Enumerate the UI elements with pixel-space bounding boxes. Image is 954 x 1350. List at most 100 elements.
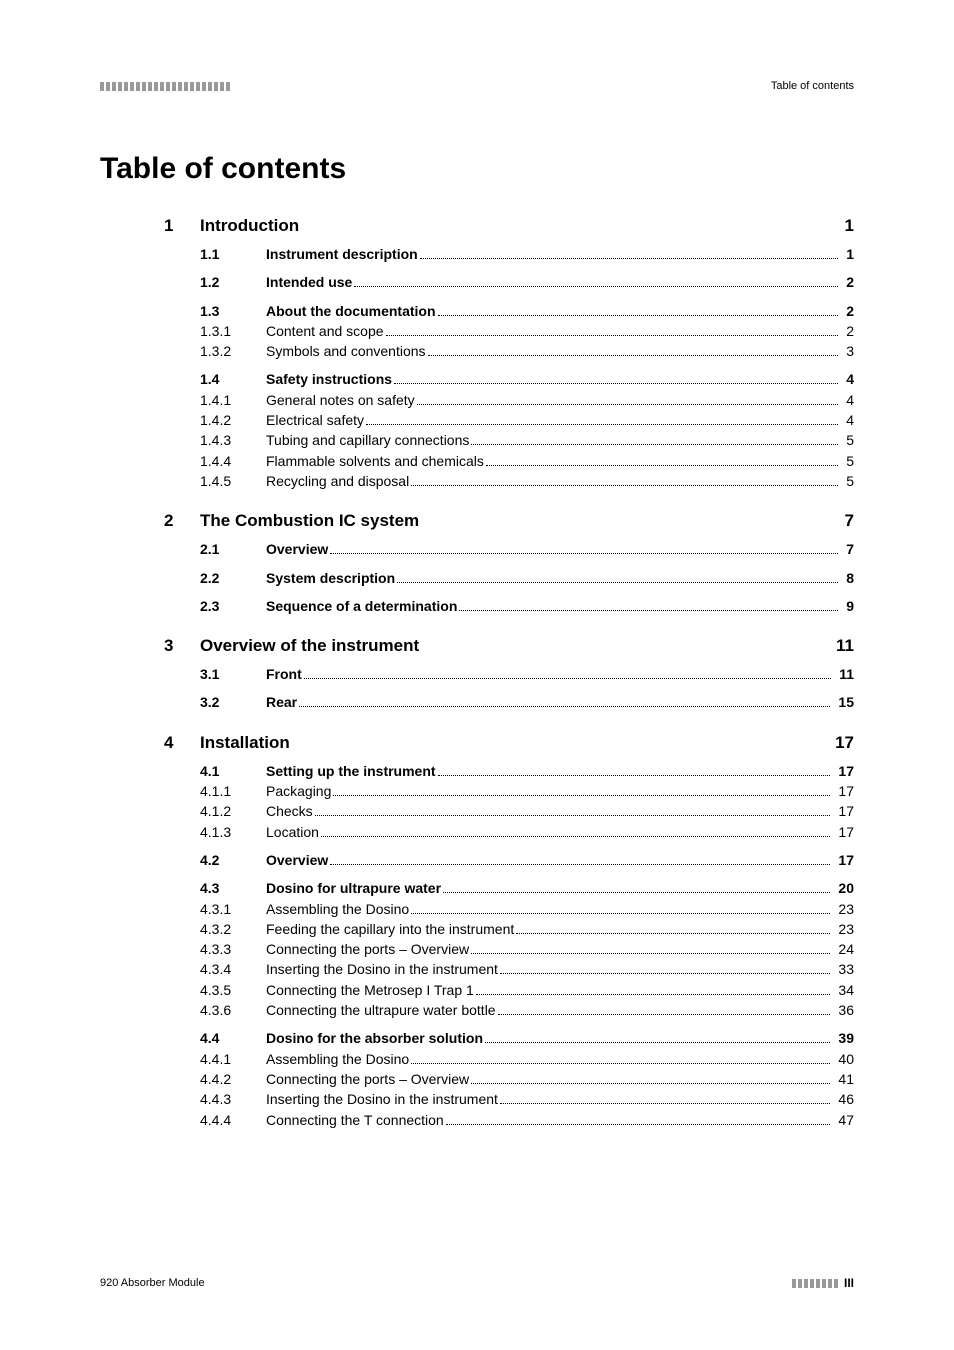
toc-entry[interactable]: 2.3Sequence of a determination9 — [200, 596, 854, 616]
toc-chapter-number: 2 — [164, 511, 200, 531]
toc-entry-page: 17 — [834, 822, 854, 842]
toc-entry-number: 4.4.1 — [200, 1049, 266, 1069]
toc-entry[interactable]: 4.1.3Location17 — [200, 822, 854, 842]
toc-entry-label: Content and scope — [266, 321, 384, 341]
toc-entry[interactable]: 1.4.1General notes on safety4 — [200, 390, 854, 410]
toc-entry-label: Connecting the ports – Overview — [266, 1069, 469, 1089]
toc-entry-page: 20 — [834, 878, 854, 898]
toc-entry[interactable]: 4.3.6Connecting the ultrapure water bott… — [200, 1000, 854, 1020]
toc-entry[interactable]: 1.4.5Recycling and disposal5 — [200, 471, 854, 491]
toc-entry-number: 4.3.6 — [200, 1000, 266, 1020]
toc-entry-label: Feeding the capillary into the instrumen… — [266, 919, 514, 939]
toc-entry-page: 2 — [842, 321, 854, 341]
toc-entry[interactable]: 4.3.4Inserting the Dosino in the instrum… — [200, 959, 854, 979]
toc-entry-page: 40 — [834, 1049, 854, 1069]
toc-entry-number: 2.2 — [200, 568, 266, 588]
toc-dot-leader — [394, 383, 838, 384]
toc-entry[interactable]: 4.1.2Checks17 — [200, 801, 854, 821]
toc-entry[interactable]: 2.2System description8 — [200, 568, 854, 588]
toc-entry-number: 4.4.3 — [200, 1089, 266, 1109]
toc-entry-label: Sequence of a determination — [266, 596, 457, 616]
toc-entry-number: 2.3 — [200, 596, 266, 616]
toc-dot-leader — [471, 953, 830, 954]
toc-dot-leader — [330, 864, 830, 865]
toc-entry[interactable]: 4.3.2Feeding the capillary into the inst… — [200, 919, 854, 939]
toc-dot-leader — [443, 892, 830, 893]
toc-group: 2.1Overview7 — [200, 539, 854, 559]
toc-entry[interactable]: 1.2Intended use2 — [200, 272, 854, 292]
toc-entry-page: 17 — [834, 761, 854, 781]
toc-chapter-page: 1 — [833, 216, 854, 236]
toc-entry-page: 34 — [834, 980, 854, 1000]
toc-dot-leader — [386, 335, 839, 336]
toc-entry[interactable]: 4.3.1Assembling the Dosino23 — [200, 899, 854, 919]
toc-entry-number: 4.1.2 — [200, 801, 266, 821]
toc-dot-leader — [299, 706, 830, 707]
toc-entry[interactable]: 4.3Dosino for ultrapure water20 — [200, 878, 854, 898]
toc-entry[interactable]: 3.2Rear15 — [200, 692, 854, 712]
toc-entry[interactable]: 2.1Overview7 — [200, 539, 854, 559]
toc-entry[interactable]: 4.4.1Assembling the Dosino 40 — [200, 1049, 854, 1069]
toc-entry[interactable]: 4.4Dosino for the absorber solution39 — [200, 1028, 854, 1048]
toc-entry-number: 4.4 — [200, 1028, 266, 1048]
toc-entry-label: Inserting the Dosino in the instrument — [266, 1089, 498, 1109]
toc-entry-number: 1.3.1 — [200, 321, 266, 341]
header-decoration-blocks — [100, 82, 230, 91]
toc-entry[interactable]: 1.4.4Flammable solvents and chemicals5 — [200, 451, 854, 471]
toc-entry-label: Rear — [266, 692, 297, 712]
toc-entry-number: 4.3.3 — [200, 939, 266, 959]
toc-entry-page: 4 — [842, 369, 854, 389]
toc-entry[interactable]: 1.4.2Electrical safety4 — [200, 410, 854, 430]
toc-entry[interactable]: 4.1Setting up the instrument17 — [200, 761, 854, 781]
toc-entry[interactable]: 4.2Overview17 — [200, 850, 854, 870]
toc-entry[interactable]: 1.4.3Tubing and capillary connections5 — [200, 430, 854, 450]
toc-entry-number: 3.1 — [200, 664, 266, 684]
toc-dot-leader — [420, 258, 839, 259]
toc-entry[interactable]: 1.3.2Symbols and conventions3 — [200, 341, 854, 361]
toc-entry-label: Instrument description — [266, 244, 418, 264]
toc-chapter-title: Introduction — [200, 216, 299, 236]
toc-chapter: 3Overview of the instrument11 — [200, 636, 854, 656]
toc-entry-number: 1.4.1 — [200, 390, 266, 410]
toc-dot-leader — [500, 973, 831, 974]
toc-chapter-heading[interactable]: 1Introduction1 — [200, 216, 854, 236]
toc-entry-page: 47 — [834, 1110, 854, 1130]
toc-entry-page: 7 — [842, 539, 854, 559]
toc-entry[interactable]: 4.4.3Inserting the Dosino in the instrum… — [200, 1089, 854, 1109]
toc-entry[interactable]: 4.4.2Connecting the ports – Overview41 — [200, 1069, 854, 1089]
toc-group: 1.3About the documentation21.3.1Content … — [200, 301, 854, 362]
toc-entry-label: Connecting the Metrosep I Trap 1 — [266, 980, 474, 1000]
toc-entry-label: Dosino for ultrapure water — [266, 878, 441, 898]
toc-entry[interactable]: 4.1.1Packaging17 — [200, 781, 854, 801]
toc-entry-page: 11 — [835, 664, 854, 684]
toc-entry-page: 33 — [834, 959, 854, 979]
toc-group: 1.1Instrument description1 — [200, 244, 854, 264]
toc-entry[interactable]: 1.1Instrument description1 — [200, 244, 854, 264]
toc-group: 3.2Rear15 — [200, 692, 854, 712]
footer-left-text: 920 Absorber Module — [100, 1277, 205, 1289]
toc-entry-label: Assembling the Dosino — [266, 1049, 409, 1069]
toc-chapter-heading[interactable]: 2The Combustion IC system7 — [200, 511, 854, 531]
toc-entry[interactable]: 1.3About the documentation2 — [200, 301, 854, 321]
toc-chapter-heading[interactable]: 4Installation17 — [200, 733, 854, 753]
toc-entry[interactable]: 4.3.5Connecting the Metrosep I Trap 134 — [200, 980, 854, 1000]
toc-dot-leader — [498, 1014, 831, 1015]
toc-entry-page: 17 — [834, 850, 854, 870]
toc-dot-leader — [428, 355, 839, 356]
document-page: Table of contents Table of contents 1Int… — [0, 0, 954, 1194]
toc-entry[interactable]: 4.4.4Connecting the T connection47 — [200, 1110, 854, 1130]
toc-entry-page: 46 — [834, 1089, 854, 1109]
toc-chapter-heading[interactable]: 3Overview of the instrument11 — [200, 636, 854, 656]
toc-entry[interactable]: 1.3.1Content and scope 2 — [200, 321, 854, 341]
toc-entry[interactable]: 3.1Front11 — [200, 664, 854, 684]
toc-chapter-number: 3 — [164, 636, 200, 656]
footer-right: III — [792, 1276, 854, 1290]
toc-entry-label: Dosino for the absorber solution — [266, 1028, 483, 1048]
toc-entry[interactable]: 4.3.3Connecting the ports – Overview24 — [200, 939, 854, 959]
toc-dot-leader — [459, 610, 838, 611]
toc-entry-number: 4.3.2 — [200, 919, 266, 939]
toc-dot-leader — [411, 913, 830, 914]
toc-entry[interactable]: 1.4Safety instructions4 — [200, 369, 854, 389]
toc-entry-page: 4 — [842, 410, 854, 430]
toc-chapter: 1Introduction1 — [200, 216, 854, 236]
